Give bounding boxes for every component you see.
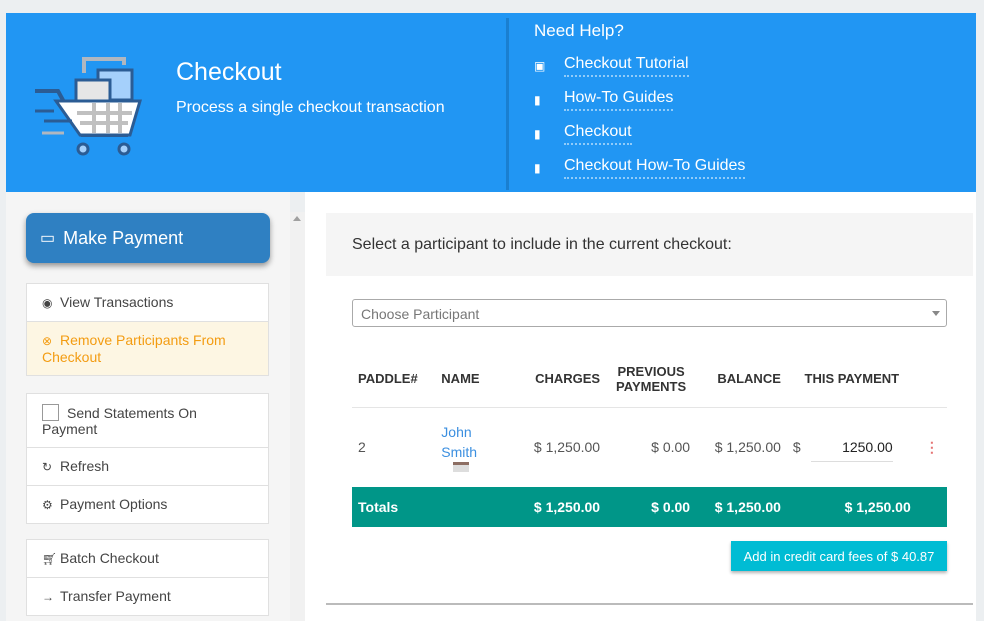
close-circle-icon: ⊗ [42,334,53,348]
participant-select[interactable]: Choose Participant [352,299,947,327]
table-row: 2 John Smith $ 1,250.00 $ 0.00 $ 1,250.0… [352,407,947,487]
batch-checkout-label: Batch Checkout [60,550,159,566]
currency-symbol: $ [792,438,801,455]
participant-name-link[interactable]: John Smith [441,424,478,461]
help-link-label[interactable]: How-To Guides [564,89,674,111]
total-payment: $ 1,250.00 [786,487,917,527]
cell-previous: $ 0.00 [651,439,691,456]
checkout-card: Select a participant to include in the c… [326,213,973,605]
remove-participants-button[interactable]: ⊗ Remove Participants From Checkout [27,322,268,375]
refresh-label: Refresh [60,458,110,474]
sidebar-group-batch: 🛒︎ Batch Checkout → Transfer Payment [26,539,269,616]
col-paddle: PADDLE# [352,351,436,408]
scroll-up-arrow-icon[interactable] [293,216,301,221]
refresh-icon: ↻ [42,460,53,474]
checkout-table: PADDLE# NAME CHARGES PREVIOUS PAYMENTS B… [352,351,947,527]
checkout-prompt: Select a participant to include in the c… [326,213,973,276]
sidebar-group-transactions: ◉ View Transactions ⊗ Remove Participants … [26,283,269,376]
help-link-label[interactable]: Checkout Tutorial [564,55,689,77]
chevron-down-icon [932,311,940,316]
payment-options-label: Payment Options [60,496,168,512]
cart-icon: 🛒︎ [42,552,58,566]
gear-icon: ⚙ [42,498,53,512]
total-previous: $ 0.00 [606,487,697,527]
total-charges: $ 1,250.00 [515,487,607,527]
help-link-tutorial[interactable]: ▣ Checkout Tutorial [534,49,745,83]
col-balance: BALANCE [696,351,787,408]
sidebar: ▭ Make Payment ◉ View Transactions ⊗ Remove… [6,192,290,621]
help-link-howto[interactable]: ▮ How-To Guides [534,83,745,117]
col-name: NAME [435,351,516,408]
col-actions [916,351,947,408]
page-header: Checkout Process a single checkout trans… [6,13,976,192]
make-payment-label: Make Payment [63,227,184,248]
send-statements-checkbox[interactable]: Send Statements On Payment [27,394,268,448]
row-menu-button[interactable]: ⋮ [917,407,947,487]
checkbox-icon[interactable] [42,404,59,421]
payment-options-button[interactable]: ⚙ Payment Options [27,486,268,523]
page-title: Checkout [176,58,282,86]
main-content: Select a participant to include in the c… [305,192,976,621]
more-vertical-icon[interactable]: ⋮ [924,438,939,455]
credit-card-icon [453,462,470,473]
batch-checkout-button[interactable]: 🛒︎ Batch Checkout [27,540,268,578]
shopping-cart-logo-icon [35,57,143,156]
cell-paddle: 2 [358,439,366,456]
video-icon: ▣ [534,59,546,73]
help-link-label[interactable]: Checkout How-To Guides [564,157,746,179]
totals-row: Totals $ 1,250.00 $ 0.00 $ 1,250.00 $ 1,… [352,487,947,527]
send-statements-label: Send Statements On Payment [42,405,197,437]
sidebar-group-options: Send Statements On Payment ↻ Refresh ⚙ Pay… [26,393,269,524]
cell-charges: $ 1,250.00 [533,439,601,456]
sidebar-scrollbar[interactable] [290,212,305,621]
page-subtitle: Process a single checkout transaction [176,99,445,116]
make-payment-button[interactable]: ▭ Make Payment [26,213,270,263]
refresh-button[interactable]: ↻ Refresh [27,448,268,486]
arrow-right-icon: → [42,590,54,604]
help-link-checkout-howto[interactable]: ▮ Checkout How-To Guides [534,151,746,185]
remove-participants-label: Remove Participants From Checkout [42,332,226,365]
help-link-label[interactable]: Checkout [564,123,632,145]
participant-placeholder: Choose Participant [361,306,480,322]
col-this-payment: THIS PAYMENT [786,351,917,408]
cell-balance: $ 1,250.00 [714,439,781,456]
book-icon: ▮ [534,127,541,141]
col-charges: CHARGES [515,351,607,408]
payment-input[interactable]: 1250.00 [810,433,893,462]
help-panel: Need Help? ▣ Checkout Tutorial ▮ How-To Gu… [506,18,746,190]
table-header: PADDLE# NAME CHARGES PREVIOUS PAYMENTS B… [352,351,947,408]
col-previous: PREVIOUS PAYMENTS [606,351,697,408]
eye-icon: ◉ [42,296,53,310]
view-transactions-button[interactable]: ◉ View Transactions [27,284,268,322]
credit-card-icon: ▭ [40,230,56,247]
help-link-checkout[interactable]: ▮ Checkout [534,117,745,151]
transfer-payment-label: Transfer Payment [60,588,171,604]
book-icon: ▮ [534,93,541,107]
transfer-payment-button[interactable]: → Transfer Payment [27,578,268,615]
cell-name: John Smith [435,407,515,487]
view-transactions-label: View Transactions [60,294,174,310]
help-title: Need Help? [534,21,624,40]
add-credit-card-fees-button[interactable]: Add in credit card fees of $ 40.87 [731,541,947,571]
total-balance: $ 1,250.00 [696,487,787,527]
totals-label: Totals [352,487,436,527]
cell-this-payment: $1250.00 [787,407,917,487]
book-icon: ▮ [534,161,541,175]
